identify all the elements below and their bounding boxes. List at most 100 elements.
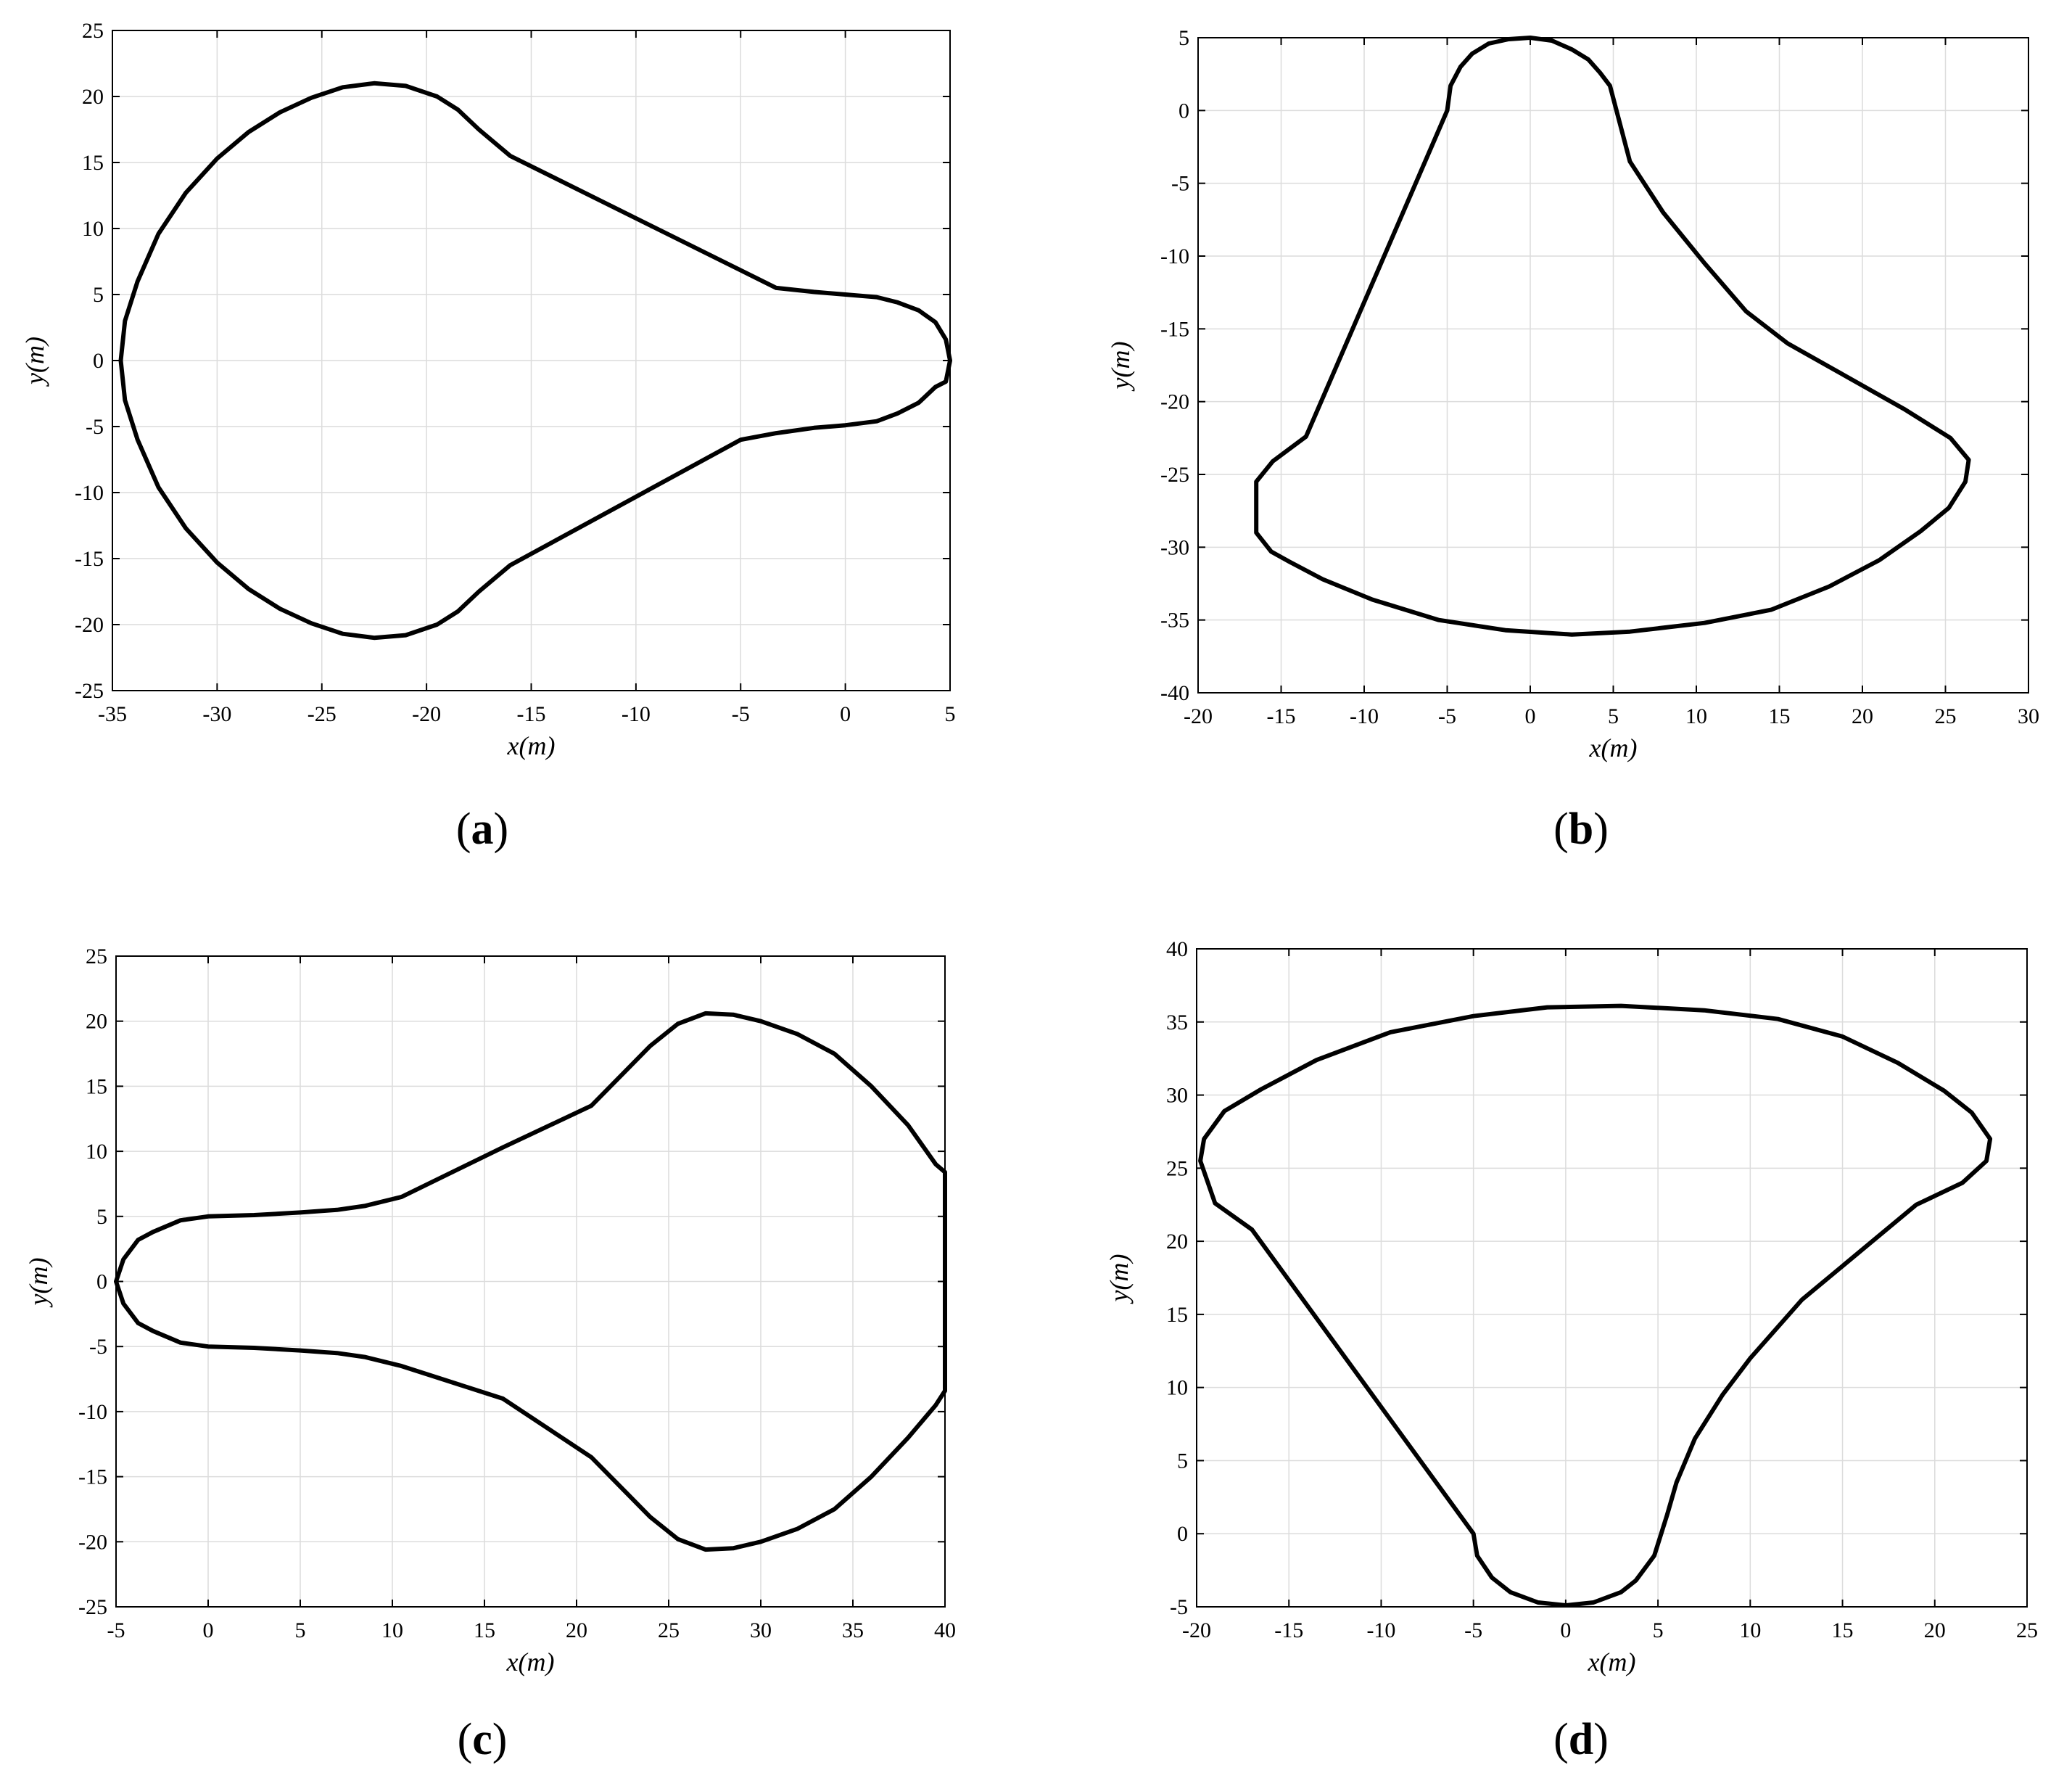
chart-d-xtick-label: -20 <box>1182 1618 1211 1642</box>
chart-d-ylabel: y(m) <box>1105 1254 1134 1304</box>
chart-b-ytick-label: -25 <box>1160 463 1189 487</box>
chart-b-ytick-label: 5 <box>1179 26 1189 50</box>
chart-c-ytick-label: -10 <box>78 1400 107 1424</box>
chart-a-xtick-label: 5 <box>945 702 956 726</box>
chart-b-ytick-label: -10 <box>1160 244 1189 268</box>
chart-c-series-line <box>114 1011 947 1552</box>
chart-a-xtick-label: -30 <box>202 702 231 726</box>
chart-a-ytick-label: -25 <box>75 679 104 703</box>
chart-c-panel-label: (c) <box>458 1715 508 1764</box>
chart-d-xtick-label: 15 <box>1832 1618 1854 1642</box>
chart-d-ytick-label: 10 <box>1166 1376 1188 1400</box>
chart-b-ylabel: y(m) <box>1106 342 1135 392</box>
chart-a-xtick-label: -25 <box>308 702 337 726</box>
chart-c-ytick-label: 15 <box>86 1074 107 1098</box>
chart-a-xtick-label: -10 <box>622 702 651 726</box>
chart-a-xtick-label: -5 <box>732 702 750 726</box>
chart-d-xtick-label: -15 <box>1274 1618 1303 1642</box>
chart-b-xtick-label: -15 <box>1267 704 1296 728</box>
chart-c-xtick-label: 15 <box>474 1618 495 1642</box>
chart-a-ylabel: y(m) <box>20 337 49 387</box>
chart-b-xtick-label: -20 <box>1184 704 1213 728</box>
chart-d-xtick-label: -5 <box>1464 1618 1482 1642</box>
chart-a-panel-label: (a) <box>456 804 508 854</box>
chart-d-ytick-label: 25 <box>1166 1156 1188 1180</box>
chart-b-xtick-label: 0 <box>1525 704 1536 728</box>
chart-d-xtick-label: 0 <box>1560 1618 1571 1642</box>
chart-c-ytick-label: 25 <box>86 945 107 968</box>
chart-a-xtick-label: 0 <box>840 702 851 726</box>
chart-b-xlabel: x(m) <box>1589 733 1638 762</box>
chart-c-ytick-label: 10 <box>86 1140 107 1164</box>
chart-b-ytick-label: -15 <box>1160 317 1189 341</box>
chart-b-xtick-label: 30 <box>2018 704 2039 728</box>
chart-b-xtick-label: -10 <box>1350 704 1379 728</box>
panel-b-chart: -20 -15 -10 -5 0 5 10 15 20 25 30 -40 -35 -30 -25 -20 -1… <box>1106 26 2039 854</box>
chart-b-xtick-label: 20 <box>1852 704 1873 728</box>
chart-b-panel-label: (b) <box>1553 804 1609 854</box>
chart-d-ytick-label: 35 <box>1166 1011 1188 1034</box>
chart-c-xtick-label: 30 <box>750 1618 772 1642</box>
chart-d-ytick-label: 20 <box>1166 1230 1188 1254</box>
chart-c-xtick-label: -5 <box>107 1618 125 1642</box>
chart-c-ytick-label: 0 <box>96 1270 107 1294</box>
chart-c-xtick-label: 40 <box>934 1618 956 1642</box>
chart-c-xlabel: x(m) <box>506 1647 555 1676</box>
chart-b-ytick-label: 0 <box>1179 99 1189 123</box>
chart-d-xtick-label: -10 <box>1366 1618 1395 1642</box>
chart-c-xtick-label: 25 <box>658 1618 680 1642</box>
chart-c-ytick-label: 5 <box>96 1205 107 1229</box>
chart-c-ylabel: y(m) <box>24 1258 53 1308</box>
chart-d-ytick-label: 30 <box>1166 1084 1188 1108</box>
chart-a-ytick-label: -20 <box>75 613 104 637</box>
chart-a-xtick-label: -15 <box>517 702 546 726</box>
chart-a-ytick-label: -5 <box>86 415 104 439</box>
chart-b-ytick-label: -5 <box>1171 172 1189 196</box>
chart-c-ytick-label: -25 <box>78 1595 107 1619</box>
chart-b-xtick-label: 25 <box>1935 704 1957 728</box>
chart-a-ytick-label: 20 <box>82 85 104 109</box>
chart-a-xtick-label: -35 <box>98 702 127 726</box>
chart-a-ytick-label: 0 <box>93 349 104 373</box>
chart-d-xtick-label: 20 <box>1924 1618 1946 1642</box>
chart-b-ytick-label: -40 <box>1160 681 1189 705</box>
chart-d-axes-frame <box>1196 948 2028 1608</box>
chart-d-xlabel: x(m) <box>1588 1647 1636 1676</box>
chart-d-series-line <box>1198 1003 1993 1608</box>
chart-b-series-line <box>1254 36 1971 637</box>
chart-a-ytick-label: 10 <box>82 217 104 241</box>
chart-c-xtick-label: 35 <box>842 1618 864 1642</box>
chart-b-xtick-label: 15 <box>1769 704 1791 728</box>
chart-a-ytick-label: -15 <box>75 547 104 571</box>
chart-b-ytick-label: -20 <box>1160 390 1189 414</box>
panel-d-chart: -20 -15 -10 -5 0 5 10 15 20 25 -5 0 5 10 15 20 25 30 35 40 x… <box>1105 937 2038 1764</box>
chart-c-ytick-label: -5 <box>89 1335 107 1359</box>
chart-a-ytick-label: 25 <box>82 19 104 43</box>
chart-c-ytick-label: 20 <box>86 1010 107 1034</box>
panel-c-chart: -5 0 5 10 15 20 25 30 35 40 -25 -20 -15 -10 -5 0 5 10 15 20… <box>24 945 956 1764</box>
chart-d-xtick-label: 10 <box>1739 1618 1761 1642</box>
chart-d-ytick-label: 5 <box>1177 1449 1188 1473</box>
chart-d-ytick-label: 40 <box>1166 937 1188 961</box>
chart-d-ytick-label: 0 <box>1177 1522 1188 1546</box>
chart-b-xtick-label: -5 <box>1438 704 1456 728</box>
panel-a-chart: -35 -30 -25 -20 -15 -10 -5 0 5 -25 -20 -15 -10 -5 0 5 10… <box>20 19 956 854</box>
chart-d-xtick-label: 25 <box>2016 1618 2038 1642</box>
chart-c-xtick-label: 10 <box>381 1618 403 1642</box>
chart-a-ytick-label: 15 <box>82 151 104 175</box>
chart-a-xtick-label: -20 <box>412 702 441 726</box>
chart-a-ytick-label: -10 <box>75 481 104 505</box>
chart-c-xtick-label: 0 <box>203 1618 214 1642</box>
chart-b-xtick-label: 5 <box>1608 704 1619 728</box>
chart-d-panel-label: (d) <box>1553 1715 1609 1764</box>
chart-b-ytick-label: -30 <box>1160 535 1189 559</box>
chart-a-xlabel: x(m) <box>507 731 556 760</box>
chart-b-xtick-label: 10 <box>1685 704 1707 728</box>
chart-c-ytick-label: -15 <box>78 1465 107 1489</box>
chart-c-xtick-label: 5 <box>295 1618 306 1642</box>
chart-d-ytick-label: -5 <box>1170 1595 1188 1619</box>
chart-c-ytick-label: -20 <box>78 1530 107 1554</box>
chart-c-xtick-label: 20 <box>566 1618 587 1642</box>
chart-b-ytick-label: -35 <box>1160 609 1189 633</box>
